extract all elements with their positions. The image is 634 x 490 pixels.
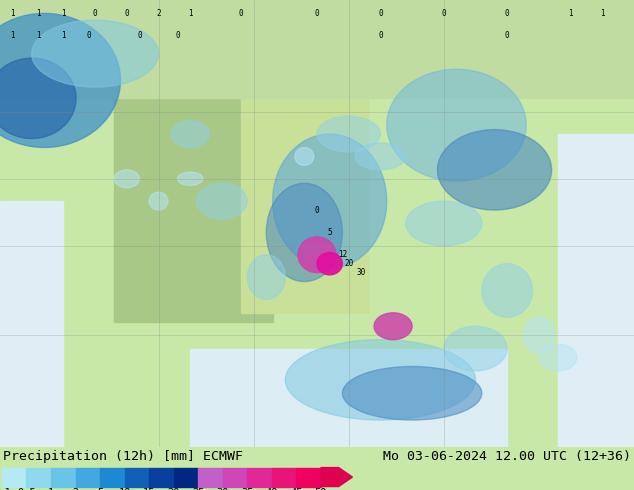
- Text: 1: 1: [600, 9, 605, 18]
- Text: Precipitation (12h) [mm] ECMWF: Precipitation (12h) [mm] ECMWF: [3, 450, 243, 464]
- Ellipse shape: [406, 201, 482, 246]
- Bar: [174, 467, 198, 487]
- Text: 20: 20: [344, 259, 353, 268]
- Ellipse shape: [149, 192, 168, 210]
- Ellipse shape: [374, 313, 412, 340]
- Ellipse shape: [114, 170, 139, 188]
- Text: 0: 0: [378, 31, 383, 40]
- Polygon shape: [321, 467, 353, 487]
- Text: 2: 2: [72, 488, 79, 490]
- Text: 35: 35: [241, 488, 254, 490]
- Text: 5: 5: [97, 488, 103, 490]
- Text: 12: 12: [338, 250, 347, 259]
- Bar: [272, 467, 297, 487]
- Ellipse shape: [342, 367, 482, 420]
- Text: 0: 0: [124, 9, 129, 18]
- Ellipse shape: [317, 116, 380, 152]
- Ellipse shape: [247, 255, 285, 299]
- Text: 1: 1: [48, 488, 54, 490]
- Bar: [114, 76, 273, 322]
- Text: 10: 10: [119, 488, 131, 490]
- Text: 0: 0: [93, 9, 98, 18]
- Bar: [27, 467, 51, 487]
- Text: 1: 1: [10, 9, 15, 18]
- Text: 40: 40: [266, 488, 278, 490]
- Ellipse shape: [285, 340, 476, 420]
- Text: 1: 1: [36, 9, 41, 18]
- Bar: [190, 348, 507, 447]
- Text: 0: 0: [238, 9, 243, 18]
- Ellipse shape: [197, 183, 247, 219]
- Text: 1: 1: [568, 9, 573, 18]
- Text: 1: 1: [188, 9, 193, 18]
- Text: 50: 50: [314, 488, 327, 490]
- Text: 30: 30: [217, 488, 229, 490]
- Bar: [0, 201, 63, 447]
- Text: 15: 15: [143, 488, 155, 490]
- Ellipse shape: [355, 143, 406, 170]
- Text: 0: 0: [441, 9, 446, 18]
- Bar: [125, 467, 149, 487]
- Text: 5: 5: [327, 228, 332, 237]
- Ellipse shape: [482, 264, 533, 318]
- Ellipse shape: [273, 134, 387, 268]
- Bar: [51, 467, 75, 487]
- Bar: [241, 67, 368, 313]
- Bar: [297, 467, 321, 487]
- Ellipse shape: [387, 69, 526, 181]
- Ellipse shape: [295, 147, 314, 165]
- Bar: [75, 467, 100, 487]
- Ellipse shape: [523, 318, 555, 353]
- Ellipse shape: [266, 183, 342, 282]
- Text: Mo 03-06-2024 12.00 UTC (12+36): Mo 03-06-2024 12.00 UTC (12+36): [383, 450, 631, 464]
- Bar: [0, 0, 634, 98]
- Text: 0: 0: [86, 31, 91, 40]
- Text: 0: 0: [137, 31, 142, 40]
- Text: 45: 45: [290, 488, 302, 490]
- Text: 0.5: 0.5: [17, 488, 36, 490]
- Text: 20: 20: [167, 488, 180, 490]
- Ellipse shape: [0, 58, 76, 139]
- Text: 0: 0: [378, 9, 383, 18]
- Text: 0: 0: [314, 205, 320, 215]
- Ellipse shape: [32, 20, 158, 87]
- Bar: [2, 467, 27, 487]
- Ellipse shape: [437, 129, 552, 210]
- Text: 0: 0: [175, 31, 180, 40]
- Text: 1: 1: [61, 9, 66, 18]
- Text: 1: 1: [61, 31, 66, 40]
- Text: 0.1: 0.1: [0, 488, 11, 490]
- Text: 1: 1: [36, 31, 41, 40]
- Text: 0: 0: [505, 31, 510, 40]
- Text: 30: 30: [357, 268, 366, 277]
- Bar: [558, 134, 634, 447]
- Bar: [100, 467, 125, 487]
- Text: 2: 2: [156, 9, 161, 18]
- Bar: [223, 467, 247, 487]
- Ellipse shape: [317, 252, 342, 275]
- Ellipse shape: [539, 344, 577, 371]
- Bar: [149, 467, 174, 487]
- Ellipse shape: [178, 172, 203, 185]
- Text: 0: 0: [505, 9, 510, 18]
- Ellipse shape: [171, 121, 209, 147]
- Text: 25: 25: [192, 488, 205, 490]
- Ellipse shape: [444, 326, 507, 371]
- Bar: [247, 467, 272, 487]
- Text: 1: 1: [10, 31, 15, 40]
- Ellipse shape: [0, 13, 120, 147]
- Ellipse shape: [298, 237, 336, 272]
- Bar: [198, 467, 223, 487]
- Text: 0: 0: [314, 9, 320, 18]
